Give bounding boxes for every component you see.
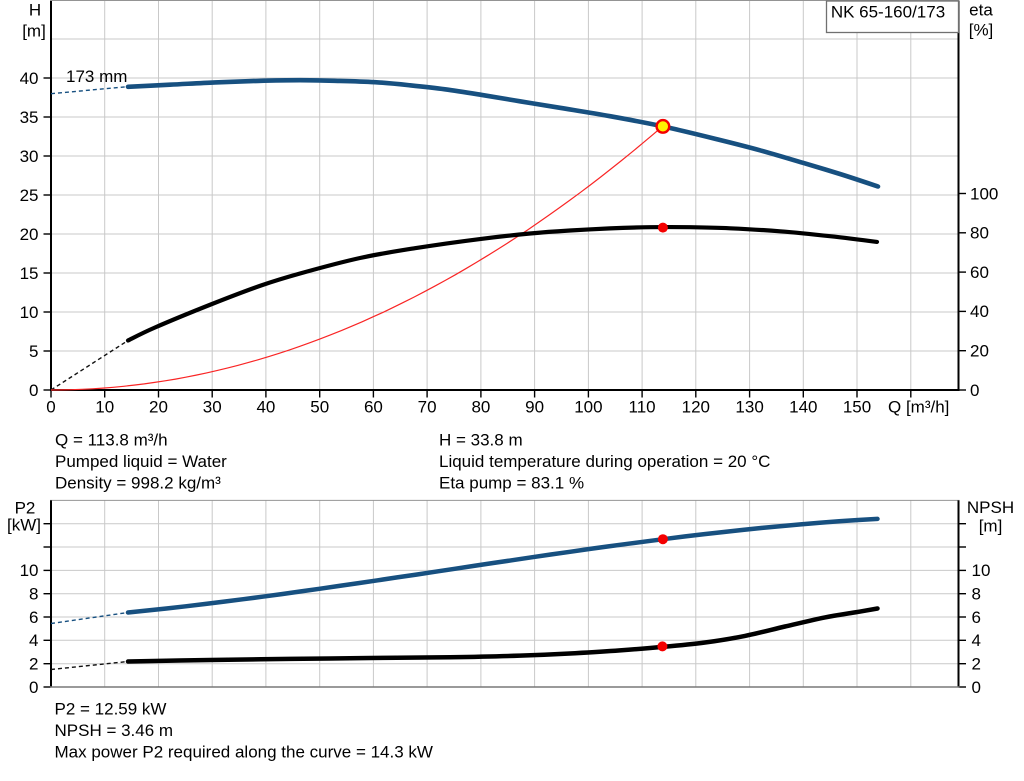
svg-text:2: 2 (972, 655, 981, 674)
svg-text:0: 0 (970, 381, 979, 400)
svg-text:[kW]: [kW] (7, 516, 41, 535)
svg-text:80: 80 (471, 398, 490, 417)
svg-text:100: 100 (574, 398, 602, 417)
svg-text:6: 6 (972, 608, 981, 627)
svg-text:50: 50 (310, 398, 329, 417)
svg-text:4: 4 (29, 631, 38, 650)
svg-text:eta: eta (969, 1, 993, 20)
svg-text:Liquid temperature during oper: Liquid temperature during operation = 20… (439, 452, 770, 471)
svg-text:20: 20 (20, 225, 39, 244)
svg-text:0: 0 (29, 381, 38, 400)
svg-text:Q = 113.8 m³/h: Q = 113.8 m³/h (55, 431, 168, 450)
svg-text:[m]: [m] (22, 22, 46, 41)
svg-text:0: 0 (46, 398, 55, 417)
svg-text:40: 40 (256, 398, 275, 417)
svg-text:10: 10 (972, 561, 991, 580)
svg-text:140: 140 (789, 398, 817, 417)
svg-text:60: 60 (364, 398, 383, 417)
svg-text:25: 25 (20, 186, 39, 205)
svg-text:P2 = 12.59 kW: P2 = 12.59 kW (55, 700, 167, 719)
svg-text:NPSH = 3.46 m: NPSH = 3.46 m (55, 721, 174, 740)
svg-text:Max power P2 required along th: Max power P2 required along the curve = … (55, 743, 433, 762)
svg-text:Q [m³/h]: Q [m³/h] (888, 398, 949, 417)
svg-text:40: 40 (970, 302, 989, 321)
svg-text:80: 80 (970, 224, 989, 243)
svg-text:30: 30 (203, 398, 222, 417)
svg-text:H: H (29, 1, 41, 20)
svg-text:10: 10 (20, 561, 39, 580)
svg-text:100: 100 (970, 184, 998, 203)
svg-text:10: 10 (95, 398, 114, 417)
svg-text:15: 15 (20, 264, 39, 283)
svg-text:35: 35 (20, 108, 39, 127)
svg-text:30: 30 (20, 147, 39, 166)
svg-text:P2: P2 (15, 499, 36, 518)
svg-text:4: 4 (972, 631, 981, 650)
svg-text:40: 40 (20, 69, 39, 88)
svg-text:Eta pump = 83.1 %: Eta pump = 83.1 % (439, 474, 584, 493)
svg-text:Density = 998.2 kg/m³: Density = 998.2 kg/m³ (55, 474, 221, 493)
svg-text:5: 5 (29, 342, 38, 361)
svg-text:60: 60 (970, 263, 989, 282)
svg-text:8: 8 (972, 585, 981, 604)
svg-text:8: 8 (29, 585, 38, 604)
svg-text:150: 150 (843, 398, 871, 417)
svg-text:110: 110 (629, 398, 656, 417)
svg-text:130: 130 (735, 398, 763, 417)
svg-text:70: 70 (418, 398, 437, 417)
svg-text:[m]: [m] (979, 517, 1003, 536)
svg-text:6: 6 (29, 608, 38, 627)
svg-text:[%]: [%] (969, 21, 994, 40)
svg-text:0: 0 (29, 678, 38, 697)
svg-text:90: 90 (525, 398, 544, 417)
svg-text:173 mm: 173 mm (66, 67, 127, 86)
svg-text:20: 20 (970, 342, 989, 361)
svg-text:Pumped liquid = Water: Pumped liquid = Water (55, 452, 227, 471)
svg-text:0: 0 (972, 678, 981, 697)
svg-text:10: 10 (20, 303, 39, 322)
svg-text:H = 33.8 m: H = 33.8 m (439, 431, 523, 450)
svg-text:NPSH: NPSH (967, 498, 1014, 517)
svg-text:20: 20 (149, 398, 168, 417)
svg-text:2: 2 (29, 655, 38, 674)
svg-text:NK 65-160/173: NK 65-160/173 (831, 3, 945, 22)
svg-text:120: 120 (682, 398, 710, 417)
